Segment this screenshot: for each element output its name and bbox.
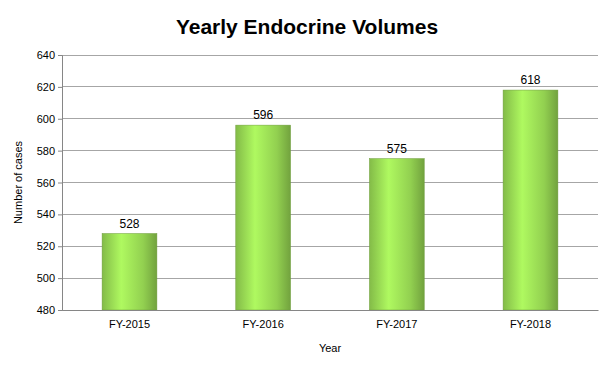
y-tick-label: 640	[37, 49, 55, 61]
data-labels: 528 596 575 618	[119, 73, 540, 230]
x-tick-label: FY-2018	[510, 318, 551, 330]
y-axis-line	[58, 56, 63, 311]
x-axis-line	[63, 310, 599, 311]
y-axis-title: Number of cases	[12, 140, 24, 224]
y-tick: 620	[37, 81, 62, 93]
y-tick: 640	[37, 49, 62, 61]
y-tick-mark	[58, 246, 62, 247]
x-tick: FY-2018	[510, 310, 551, 330]
chart-title: Yearly Endocrine Volumes	[176, 15, 438, 38]
bar	[102, 234, 157, 311]
y-tick-label: 580	[37, 145, 55, 157]
y-tick-label: 560	[37, 177, 55, 189]
data-label: 575	[387, 142, 407, 156]
x-tick: FY-2016	[243, 310, 284, 330]
y-tick-mark	[58, 151, 62, 152]
y-tick-mark	[58, 183, 62, 184]
y-tick-mark	[58, 214, 62, 215]
data-label: 596	[253, 108, 273, 122]
bars	[102, 90, 558, 310]
y-tick: 540	[37, 208, 62, 220]
y-tick: 560	[37, 177, 62, 189]
chart: 480500520540560580600620640FY-2015FY-201…	[0, 0, 614, 370]
grid-line	[62, 55, 598, 56]
x-tick-label: FY-2016	[243, 318, 284, 330]
x-tick-label: FY-2017	[376, 318, 417, 330]
y-tick-mark	[58, 55, 62, 56]
x-tick-label: FY-2015	[109, 318, 150, 330]
y-tick-label: 540	[37, 208, 55, 220]
y-tick-label: 620	[37, 81, 55, 93]
y-tick-mark	[58, 119, 62, 120]
y-tick: 500	[37, 272, 62, 284]
y-tick: 600	[37, 113, 62, 125]
data-label: 528	[119, 217, 139, 231]
y-axis: 480 500 520 540 560 580 600 620 640	[37, 49, 63, 316]
x-axis-title: Year	[319, 342, 342, 354]
y-tick-mark	[58, 87, 62, 88]
x-tick: FY-2015	[109, 310, 150, 330]
grid	[62, 55, 598, 310]
data-label: 618	[520, 73, 540, 87]
bar	[369, 159, 424, 310]
bar	[236, 125, 291, 310]
y-tick: 520	[37, 240, 62, 252]
y-tick-label: 600	[37, 113, 55, 125]
y-tick-label: 500	[37, 272, 55, 284]
x-axis: FY-2015 FY-2016 FY-2017 FY-2018	[63, 310, 599, 330]
y-tick-mark	[58, 310, 62, 311]
y-tick-mark	[58, 278, 62, 279]
plot-area: 480500520540560580600620640FY-2015FY-201…	[37, 49, 599, 330]
y-tick-label: 480	[37, 304, 55, 316]
grid-line	[62, 86, 598, 87]
y-tick-label: 520	[37, 240, 55, 252]
bar	[503, 90, 558, 310]
y-tick: 480	[37, 304, 62, 316]
y-tick: 580	[37, 145, 62, 157]
x-tick: FY-2017	[376, 310, 417, 330]
